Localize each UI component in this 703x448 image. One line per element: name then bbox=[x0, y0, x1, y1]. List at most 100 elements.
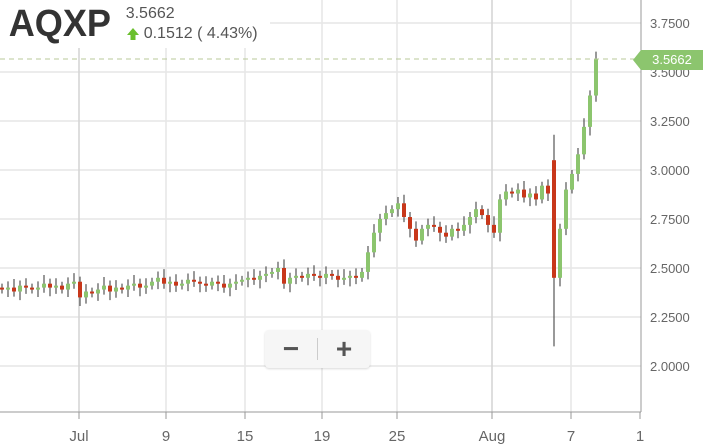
candle-body bbox=[54, 285, 58, 288]
candle-body bbox=[504, 191, 508, 200]
candle-body bbox=[564, 189, 568, 229]
x-tick-label: 7 bbox=[567, 428, 575, 445]
candle-body bbox=[96, 289, 100, 294]
candle-body bbox=[330, 273, 334, 276]
candle-body bbox=[120, 287, 124, 290]
candle-body bbox=[186, 279, 190, 284]
y-tick-label: 2.0000 bbox=[650, 359, 690, 374]
candle-body bbox=[78, 281, 82, 298]
candle-body bbox=[342, 277, 346, 280]
candle-body bbox=[552, 160, 556, 278]
candle-body bbox=[420, 228, 424, 241]
candle-body bbox=[486, 215, 490, 225]
quote-header: AQXP 3.5662 0.1512 ( 4.43%) bbox=[0, 0, 270, 48]
candle-body bbox=[492, 224, 496, 233]
candle-body bbox=[396, 203, 400, 210]
candle-body bbox=[300, 275, 304, 278]
candle-body bbox=[180, 283, 184, 286]
candle-body bbox=[222, 283, 226, 288]
candle-body bbox=[288, 277, 292, 284]
y-tick-label: 3.0000 bbox=[650, 163, 690, 178]
x-tick-label: 15 bbox=[237, 428, 254, 445]
candle-body bbox=[228, 283, 232, 288]
candle-body bbox=[252, 277, 256, 280]
candle-body bbox=[576, 154, 580, 174]
candle-body bbox=[450, 228, 454, 237]
zoom-in-button[interactable]: + bbox=[335, 333, 353, 364]
candle-body bbox=[306, 273, 310, 278]
candle-body bbox=[294, 275, 298, 278]
y-tick-label: 3.2500 bbox=[650, 114, 690, 129]
candle-body bbox=[558, 228, 562, 278]
candle-body bbox=[156, 277, 160, 282]
x-tick-label: Aug bbox=[479, 428, 506, 445]
candle-body bbox=[60, 285, 64, 290]
y-tick-label: 2.7500 bbox=[650, 212, 690, 227]
candle-body bbox=[384, 213, 388, 219]
candle-body bbox=[390, 209, 394, 214]
candle-body bbox=[354, 275, 358, 278]
candle-body bbox=[168, 281, 172, 284]
candle-body bbox=[516, 189, 520, 194]
x-tick-label: 9 bbox=[162, 428, 170, 445]
candle-body bbox=[72, 281, 76, 284]
candle-body bbox=[108, 285, 112, 292]
candle-body bbox=[66, 283, 70, 290]
candle-body bbox=[438, 226, 442, 233]
candle-body bbox=[432, 224, 436, 227]
candle-body bbox=[444, 232, 448, 237]
candle-body bbox=[258, 275, 262, 280]
x-tick-label: 25 bbox=[389, 428, 406, 445]
candle-body bbox=[270, 271, 274, 274]
candle-body bbox=[414, 228, 418, 241]
candle-body bbox=[240, 279, 244, 282]
candle-body bbox=[546, 185, 550, 194]
candle-body bbox=[366, 252, 370, 272]
candle-body bbox=[348, 275, 352, 278]
candle-body bbox=[18, 285, 22, 292]
candle-body bbox=[84, 291, 88, 298]
candle-body bbox=[48, 283, 52, 288]
candle-body bbox=[462, 224, 466, 231]
candle-body bbox=[360, 271, 364, 278]
candle-body bbox=[246, 277, 250, 280]
zoom-out-button[interactable]: − bbox=[282, 333, 300, 364]
candle-body bbox=[144, 285, 148, 288]
candle-body bbox=[174, 281, 178, 286]
candle-body bbox=[534, 193, 538, 200]
candle-body bbox=[582, 126, 586, 155]
candle-body bbox=[372, 232, 376, 253]
candle-body bbox=[588, 95, 592, 127]
candle-body bbox=[498, 199, 502, 233]
candle-body bbox=[336, 275, 340, 280]
price-change: 0.1512 ( 4.43%) bbox=[143, 25, 258, 42]
zoom-controls: − + bbox=[265, 330, 370, 368]
candle-body bbox=[318, 275, 322, 278]
candle-body bbox=[282, 268, 286, 284]
candle-body bbox=[162, 277, 166, 284]
candle-body bbox=[456, 228, 460, 231]
arrow-up-icon bbox=[126, 28, 139, 40]
candle-body bbox=[528, 193, 532, 198]
candle-body bbox=[324, 273, 328, 278]
candle-body bbox=[126, 285, 130, 290]
x-tick-label: Jul bbox=[69, 428, 88, 445]
candle-body bbox=[426, 224, 430, 229]
candle-body bbox=[570, 173, 574, 190]
last-price-tag: 3.5662 bbox=[633, 50, 703, 70]
candle-body bbox=[594, 59, 598, 96]
candle-body bbox=[276, 268, 280, 272]
candle-body bbox=[378, 219, 382, 233]
candle-body bbox=[216, 281, 220, 284]
y-tick-label: 3.7500 bbox=[650, 16, 690, 31]
candle-body bbox=[102, 285, 106, 290]
candle-body bbox=[264, 273, 268, 276]
candle-body bbox=[0, 287, 4, 290]
candle-body bbox=[198, 281, 202, 284]
divider bbox=[317, 338, 318, 360]
candle-body bbox=[6, 287, 10, 290]
candle-body bbox=[312, 273, 316, 276]
candle-body bbox=[132, 283, 136, 286]
candle-body bbox=[408, 217, 412, 229]
